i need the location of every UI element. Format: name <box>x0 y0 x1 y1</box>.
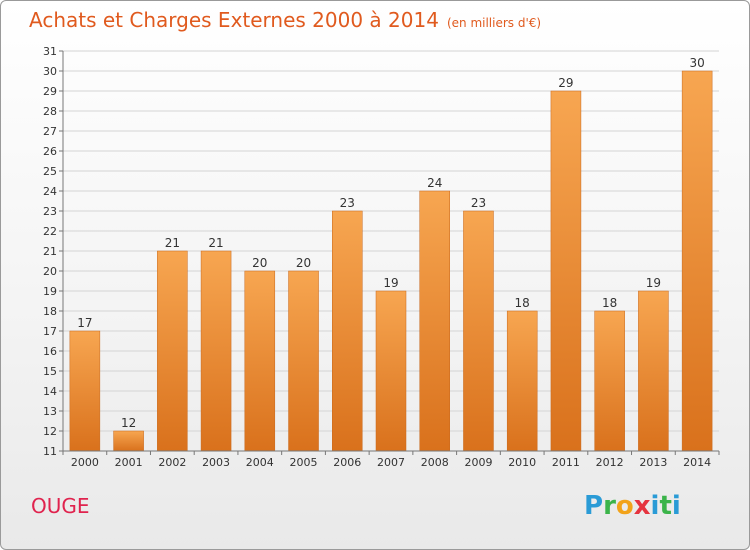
y-tick-label: 18 <box>43 305 57 318</box>
y-tick-label: 23 <box>43 205 57 218</box>
bar-2012 <box>594 310 625 452</box>
value-label-2001: 12 <box>121 416 136 430</box>
y-tick-label: 24 <box>43 185 57 198</box>
x-tick-label-2007: 2007 <box>377 456 405 469</box>
bar-2005 <box>288 270 319 452</box>
bar-2009 <box>463 210 494 452</box>
value-label-2005: 20 <box>296 256 311 270</box>
y-tick-label: 28 <box>43 105 57 118</box>
x-tick-label-2006: 2006 <box>333 456 361 469</box>
x-tick-label-2004: 2004 <box>246 456 274 469</box>
bar-2011 <box>550 90 582 452</box>
value-label-2012: 18 <box>602 296 617 310</box>
x-tick-label-2003: 2003 <box>202 456 230 469</box>
y-tick-label: 19 <box>43 285 57 298</box>
x-tick-label-2010: 2010 <box>508 456 536 469</box>
y-tick-label: 31 <box>43 45 57 58</box>
x-tick-label-2014: 2014 <box>683 456 711 469</box>
x-tick-label-2008: 2008 <box>421 456 449 469</box>
x-tick-label-2005: 2005 <box>290 456 318 469</box>
y-tick-label: 22 <box>43 225 57 238</box>
bar-2000 <box>69 330 101 452</box>
bar-2006 <box>332 210 363 452</box>
x-tick-label-2009: 2009 <box>464 456 492 469</box>
value-label-2009: 23 <box>471 196 486 210</box>
x-tick-label-2012: 2012 <box>596 456 624 469</box>
y-tick-label: 29 <box>43 85 57 98</box>
commune-name: OUGE <box>31 494 90 518</box>
y-tick-label: 25 <box>43 165 57 178</box>
y-tick-label: 20 <box>43 265 57 278</box>
bar-2013 <box>638 290 669 452</box>
x-tick-label-2011: 2011 <box>552 456 580 469</box>
y-axis: 11 12 13 14 15 16 17 18 19 20 21 22 23 24 25 26 27 28 29 30… <box>43 45 64 458</box>
y-tick-label: 21 <box>43 245 57 258</box>
bar-2002 <box>157 250 188 452</box>
y-tick-label: 13 <box>43 405 57 418</box>
value-label-2014: 30 <box>689 56 704 70</box>
value-label-2006: 23 <box>340 196 355 210</box>
bar-2010 <box>506 310 538 452</box>
bar-2008 <box>419 190 450 452</box>
value-label-2003: 21 <box>208 236 223 250</box>
y-tick-label: 15 <box>43 365 57 378</box>
x-axis: 2000 2001 2002 2003 2004 2005 2006 2007 2008 2009… <box>62 450 720 469</box>
x-tick-label-2002: 2002 <box>158 456 186 469</box>
value-label-2004: 20 <box>252 256 267 270</box>
value-label-2013: 19 <box>646 276 661 290</box>
bar-2014 <box>681 70 713 452</box>
value-label-2007: 19 <box>383 276 398 290</box>
y-tick-label: 26 <box>43 145 57 158</box>
value-label-2010: 18 <box>515 296 530 310</box>
value-label-2002: 21 <box>165 236 180 250</box>
bar-2007 <box>375 290 407 452</box>
y-tick-label: 16 <box>43 345 57 358</box>
bars: 17 12 21 21 20 20 23 19 24 23 18 29 18 19 30 <box>69 56 713 452</box>
y-tick-label: 27 <box>43 125 57 138</box>
bar-2003 <box>200 250 232 452</box>
bar-2004 <box>244 270 276 452</box>
value-label-2011: 29 <box>558 76 573 90</box>
proxiti-logo: Proxiti <box>584 491 681 521</box>
chart-title-text: Achats et Charges Externes 2000 à 2014 <box>29 8 439 32</box>
y-tick-label: 14 <box>43 385 57 398</box>
value-label-2008: 24 <box>427 176 442 190</box>
x-tick-label-2001: 2001 <box>115 456 143 469</box>
chart-unit: (en milliers d'€) <box>446 16 542 30</box>
value-label-2000: 17 <box>77 316 92 330</box>
y-tick-label: 30 <box>43 65 57 78</box>
x-tick-label-2000: 2000 <box>71 456 99 469</box>
y-tick-label: 11 <box>43 445 57 458</box>
x-tick-label-2013: 2013 <box>639 456 667 469</box>
chart-title: Achats et Charges Externes 2000 à 2014 (e… <box>29 8 541 32</box>
y-tick-label: 17 <box>43 325 57 338</box>
y-tick-label: 12 <box>43 425 57 438</box>
bar-2001 <box>113 430 144 452</box>
